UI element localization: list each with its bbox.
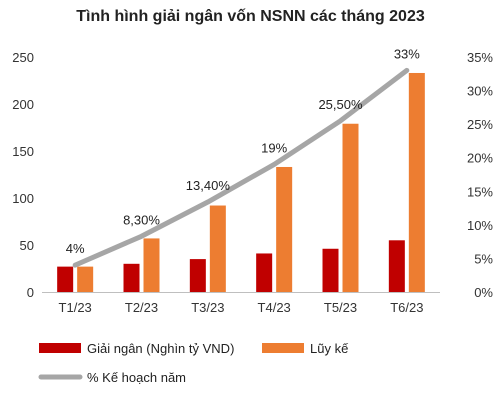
y-left-tick-label: 100	[12, 191, 34, 206]
bar-giai-ngan	[189, 259, 206, 292]
y-right-tick-label: 10%	[467, 218, 493, 233]
legend-label-giai-ngan: Giải ngân (Nghìn tỷ VND)	[87, 341, 234, 356]
line-data-label: 25,50%	[318, 97, 363, 112]
bars	[57, 72, 425, 293]
x-tick-label: T1/23	[59, 300, 92, 315]
bar-giai-ngan	[57, 266, 74, 292]
x-tick-label: T6/23	[390, 300, 423, 315]
bar-luy-ke	[143, 238, 160, 292]
bar-giai-ngan	[256, 253, 273, 292]
line-data-label: 13,40%	[186, 178, 231, 193]
y-right-tick-label: 35%	[467, 50, 493, 65]
bar-giai-ngan	[388, 240, 405, 292]
x-tick-label: T3/23	[191, 300, 224, 315]
bar-luy-ke	[276, 166, 293, 292]
y-right-tick-label: 30%	[467, 84, 493, 99]
x-tick-label: T4/23	[258, 300, 291, 315]
bar-giai-ngan	[322, 248, 339, 292]
legend-swatch-luy-ke	[262, 343, 304, 353]
line-data-label: 8,30%	[123, 212, 160, 227]
y-left-tick-label: 200	[12, 97, 34, 112]
y-left-tick-label: 0	[27, 285, 34, 300]
y-right-tick-label: 20%	[467, 151, 493, 166]
bar-luy-ke	[209, 205, 226, 292]
y-right-tick-label: 0%	[474, 285, 493, 300]
labels: 4% 8,30% 13,40% 19% 25,50% 33%	[66, 46, 421, 256]
chart-title: Tình hình giải ngân vốn NSNN các tháng 2…	[76, 8, 425, 25]
bar-luy-ke	[77, 266, 94, 292]
bar-luy-ke	[342, 123, 359, 293]
legend-swatch-giai-ngan	[39, 343, 81, 353]
line-data-label: 19%	[261, 140, 287, 155]
line-data-label: 4%	[66, 241, 85, 256]
y-right-tick-label: 15%	[467, 184, 493, 199]
y-left-tick-label: 150	[12, 144, 34, 159]
legend-label-ke-hoach: % Kế hoạch năm	[87, 370, 186, 385]
bar-luy-ke	[408, 72, 425, 292]
bar-giai-ngan	[123, 263, 140, 292]
y-left-tick-label: 250	[12, 50, 34, 65]
line	[72, 67, 410, 268]
x-tick-label: T5/23	[324, 300, 357, 315]
line-data-label: 33%	[394, 46, 420, 61]
line-ke-hoach	[72, 67, 410, 268]
y-left-tick-label: 50	[20, 238, 34, 253]
y-right-tick-label: 5%	[474, 251, 493, 266]
axes: 0 50 100 150 200 250 0% 5% 10% 15% 20% 25% 30% 35% T1/…	[12, 50, 493, 315]
legend: Giải ngân (Nghìn tỷ VND) Lũy kế % Kế hoạch…	[38, 341, 349, 385]
y-right-tick-label: 25%	[467, 117, 493, 132]
x-tick-label: T2/23	[125, 300, 158, 315]
legend-label-luy-ke: Lũy kế	[310, 341, 349, 356]
